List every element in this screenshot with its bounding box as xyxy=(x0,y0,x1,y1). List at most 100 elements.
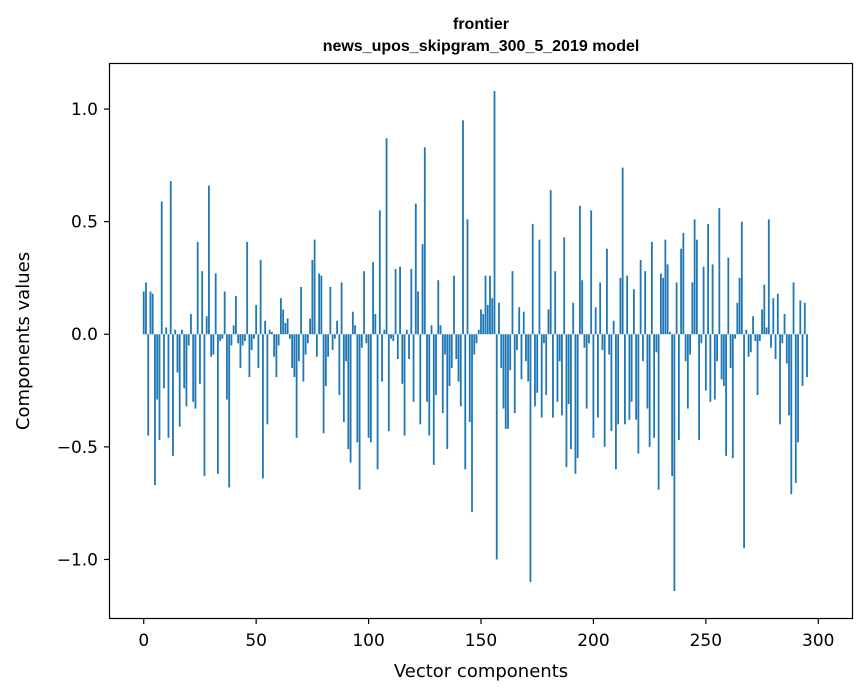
bar-176 xyxy=(538,239,541,335)
bar-13 xyxy=(172,334,174,456)
bar-97 xyxy=(360,334,363,348)
bar-208 xyxy=(610,334,613,432)
bar-62 xyxy=(282,309,285,335)
bar-55 xyxy=(266,334,269,425)
bar-206 xyxy=(606,248,608,335)
bar-92 xyxy=(349,334,352,463)
bar-14 xyxy=(174,329,177,335)
bar-113 xyxy=(396,334,399,360)
bar-112 xyxy=(394,268,397,335)
bar-212 xyxy=(619,277,622,335)
bar-293 xyxy=(801,334,804,387)
bar-268 xyxy=(745,329,748,335)
bar-146 xyxy=(471,334,473,513)
bar-80 xyxy=(322,334,325,434)
bar-275 xyxy=(761,309,763,335)
bar-256 xyxy=(718,208,721,335)
bar-148 xyxy=(475,334,478,344)
bar-39 xyxy=(230,334,233,346)
bar-151 xyxy=(482,313,485,335)
bar-220 xyxy=(637,334,640,454)
bar-177 xyxy=(540,334,543,418)
bar-191 xyxy=(572,302,575,335)
bar-219 xyxy=(635,334,638,420)
bar-67 xyxy=(293,334,296,378)
bars-group xyxy=(142,91,808,591)
bar-240 xyxy=(682,232,685,335)
bar-173 xyxy=(531,223,534,335)
bar-87 xyxy=(338,334,341,396)
bar-34 xyxy=(219,334,222,341)
bar-128 xyxy=(430,325,433,335)
bar-131 xyxy=(437,280,440,335)
bar-15 xyxy=(176,334,179,373)
bar-231 xyxy=(662,277,665,335)
bar-69 xyxy=(297,334,300,362)
bar-99 xyxy=(365,334,368,344)
bar-269 xyxy=(747,334,750,357)
bar-20 xyxy=(187,334,190,346)
bar-281 xyxy=(774,334,777,360)
bar-225 xyxy=(648,334,651,447)
y-tick-label: 0.5 xyxy=(71,213,98,233)
bar-129 xyxy=(432,334,435,465)
bar-222 xyxy=(641,334,644,362)
bar-290 xyxy=(794,334,797,483)
bar-185 xyxy=(558,334,561,362)
bar-79 xyxy=(320,275,323,335)
bar-205 xyxy=(603,334,606,447)
bar-98 xyxy=(363,271,365,335)
x-tick-label: 200 xyxy=(577,631,609,651)
bar-26 xyxy=(201,271,204,335)
bar-189 xyxy=(567,334,570,405)
bar-181 xyxy=(549,190,552,335)
y-tick-label: 0.0 xyxy=(71,325,98,345)
bar-10 xyxy=(165,327,168,335)
bar-154 xyxy=(489,275,491,335)
x-tick-label: 300 xyxy=(802,631,834,651)
y-axis-ticks: −1.0 −0.5 0.0 0.5 1.0 xyxy=(57,100,110,570)
bar-134 xyxy=(444,334,446,355)
bar-86 xyxy=(336,320,338,335)
bar-141 xyxy=(459,334,462,407)
bar-249 xyxy=(702,266,705,335)
bar-239 xyxy=(680,248,683,335)
y-tick-label: −1.0 xyxy=(57,550,98,570)
bar-246 xyxy=(695,239,698,335)
bar-49 xyxy=(253,334,255,339)
bar-85 xyxy=(333,334,336,339)
bar-63 xyxy=(284,322,287,335)
bar-214 xyxy=(624,334,626,425)
bar-30 xyxy=(210,334,213,357)
bar-42 xyxy=(237,334,240,344)
bar-165 xyxy=(513,334,516,414)
bar-25 xyxy=(199,334,201,384)
bar-29 xyxy=(208,185,210,335)
bar-109 xyxy=(387,334,390,432)
bar-133 xyxy=(441,334,444,414)
bar-35 xyxy=(221,334,224,339)
bar-56 xyxy=(268,329,271,335)
bar-267 xyxy=(743,334,745,549)
bar-4 xyxy=(151,293,154,335)
bar-120 xyxy=(412,334,415,402)
bar-100 xyxy=(367,334,370,438)
bar-6 xyxy=(156,334,159,400)
bar-45 xyxy=(244,334,246,341)
bar-242 xyxy=(686,334,689,409)
bar-143 xyxy=(464,334,467,470)
bar-117 xyxy=(405,329,408,335)
bar-216 xyxy=(628,334,631,420)
bar-9 xyxy=(163,334,165,389)
bar-217 xyxy=(630,334,633,402)
bar-102 xyxy=(372,262,374,335)
bar-36 xyxy=(223,291,226,335)
bar-283 xyxy=(779,334,781,425)
bar-127 xyxy=(428,334,431,436)
bar-197 xyxy=(585,334,588,409)
bar-166 xyxy=(516,334,518,350)
bar-282 xyxy=(776,293,779,335)
bar-226 xyxy=(650,241,653,335)
bar-44 xyxy=(241,334,244,346)
